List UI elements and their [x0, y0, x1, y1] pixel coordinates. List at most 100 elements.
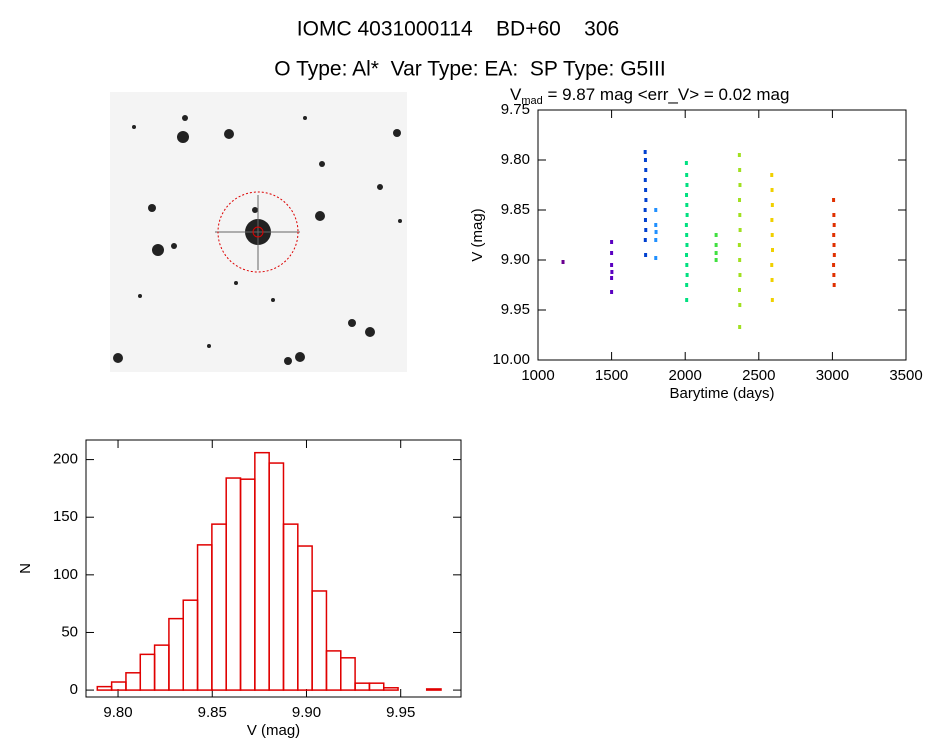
point — [610, 240, 614, 244]
bar — [354, 682, 371, 691]
point — [770, 173, 774, 177]
bar — [168, 617, 184, 691]
plot-frame — [537, 109, 907, 361]
point — [610, 276, 614, 280]
bar — [382, 687, 399, 691]
point — [738, 325, 742, 329]
point — [714, 243, 718, 247]
point — [685, 298, 689, 302]
point — [832, 273, 836, 277]
x-tick-label: 1500 — [595, 367, 628, 384]
bar — [311, 590, 328, 691]
y-axis-label: V (mag) — [469, 208, 486, 261]
point — [738, 258, 742, 262]
bar — [96, 685, 113, 691]
x-tick-label: 9.90 — [292, 704, 321, 721]
bar — [297, 545, 313, 691]
y-tick-label: 9.95 — [501, 301, 530, 318]
bar — [254, 451, 270, 691]
point — [738, 198, 742, 202]
point — [714, 251, 718, 255]
point — [654, 208, 658, 212]
point — [644, 198, 648, 202]
bar — [110, 681, 127, 691]
bar — [153, 644, 170, 691]
point — [643, 238, 647, 242]
y-axis-label: N — [17, 563, 34, 574]
point — [685, 243, 689, 247]
plot-title: Vmad = 9.87 mag <err_V> = 0.02 mag — [510, 85, 789, 106]
point — [643, 178, 647, 182]
point — [737, 153, 741, 157]
subtitle: O Type: Al* Var Type: EA: SP Type: G5III — [274, 58, 665, 81]
point — [685, 233, 689, 237]
point — [770, 233, 774, 237]
bar — [368, 682, 385, 691]
point — [770, 248, 774, 252]
point — [684, 161, 688, 165]
point — [644, 253, 648, 257]
point — [643, 218, 647, 222]
point — [738, 288, 742, 292]
point — [685, 253, 689, 257]
point — [644, 228, 648, 232]
point — [685, 173, 689, 177]
bar — [139, 653, 156, 691]
point — [685, 203, 689, 207]
x-tick-label: 2500 — [742, 367, 775, 384]
bar — [196, 544, 213, 691]
point — [738, 213, 742, 217]
y-tick-label: 9.90 — [501, 251, 530, 268]
bar — [182, 599, 199, 691]
y-tick-label: 0 — [70, 681, 78, 698]
point — [714, 258, 718, 262]
point — [685, 263, 689, 267]
point — [770, 188, 774, 192]
x-tick-label: 3500 — [889, 367, 922, 384]
point — [770, 218, 774, 222]
title: IOMC 4031000114 BD+60 306 — [297, 18, 619, 41]
y-tick-label: 200 — [53, 451, 78, 468]
title-text: = 9.87 mag <err_V> = 0.02 mag — [543, 85, 790, 104]
plot-frame — [85, 439, 462, 698]
point — [685, 213, 689, 217]
y-tick-label: 9.85 — [501, 201, 530, 218]
point — [654, 238, 658, 242]
bar — [340, 657, 356, 691]
y-tick-label: 150 — [53, 508, 78, 525]
point — [714, 233, 718, 237]
point — [832, 198, 836, 202]
point — [610, 263, 614, 267]
point — [832, 223, 836, 227]
point — [770, 278, 774, 282]
point — [643, 208, 647, 212]
point — [832, 253, 836, 257]
point — [610, 251, 614, 255]
x-tick-label: 9.95 — [386, 704, 415, 721]
point — [685, 273, 689, 277]
x-tick-label: 9.85 — [198, 704, 227, 721]
sky-image — [110, 92, 407, 372]
point — [644, 188, 648, 192]
y-tick-label: 50 — [61, 623, 78, 640]
point — [644, 168, 648, 172]
y-tick-label: 10.00 — [492, 351, 530, 368]
point — [654, 230, 658, 234]
x-tick-label: 3000 — [816, 367, 849, 384]
bar — [225, 477, 242, 691]
x-tick-label: 9.80 — [103, 704, 132, 721]
bar — [282, 523, 299, 691]
x-axis-label: Barytime (days) — [669, 385, 774, 402]
point — [738, 168, 742, 172]
x-tick-label: 2000 — [669, 367, 702, 384]
point — [685, 283, 689, 287]
x-axis-label: V (mag) — [247, 722, 300, 739]
x-tick-label: 1000 — [521, 367, 554, 384]
point — [738, 273, 742, 277]
bar — [239, 478, 256, 691]
point — [561, 260, 565, 264]
point — [685, 183, 689, 187]
point — [832, 233, 836, 237]
point — [610, 290, 614, 294]
